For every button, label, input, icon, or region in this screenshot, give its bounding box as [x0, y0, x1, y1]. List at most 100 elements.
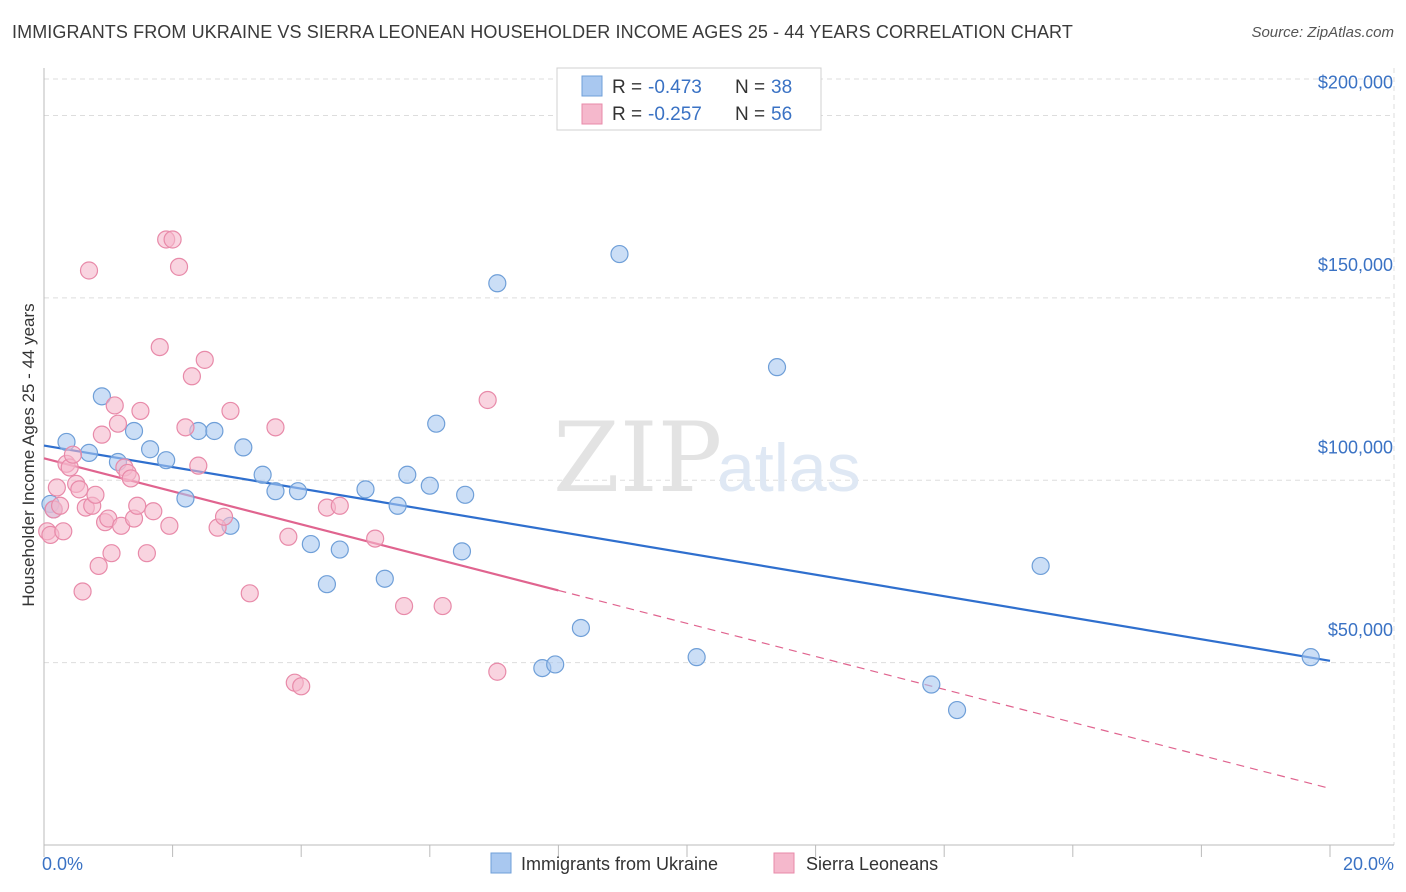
legend-r-value-sierra: -0.257	[648, 104, 702, 125]
point-sierra	[92, 425, 111, 444]
point-ukraine	[452, 542, 472, 561]
y-tick-labels: $50,000 $100,000 $150,000 $200,000	[1318, 73, 1393, 640]
point-sierra	[50, 496, 70, 515]
point-sierra	[131, 401, 150, 421]
point-sierra	[160, 516, 179, 535]
point-ukraine	[922, 675, 941, 694]
point-sierra	[163, 230, 182, 249]
point-ukraine	[288, 482, 308, 501]
series-legend: Immigrants from Ukraine Sierra Leoneans	[490, 852, 938, 874]
point-ukraine	[947, 700, 967, 720]
point-sierra	[195, 350, 214, 369]
watermark-atlas: atlas	[717, 430, 861, 506]
watermark: ZIP atlas	[553, 402, 861, 514]
point-ukraine	[456, 485, 475, 504]
point-ukraine	[176, 489, 195, 508]
y-tick-label: $150,000	[1318, 255, 1393, 275]
correlation-legend: R = -0.473 N = 38 R = -0.257 N = 56	[556, 67, 822, 131]
point-ukraine	[317, 575, 337, 594]
point-sierra	[182, 367, 201, 386]
point-ukraine	[266, 482, 285, 501]
legend-n-label-ukraine: N =	[735, 77, 765, 98]
point-sierra	[240, 584, 259, 603]
point-ukraine	[157, 451, 176, 470]
point-sierra	[176, 418, 195, 437]
point-sierra	[279, 527, 298, 546]
data-points	[38, 230, 1320, 720]
legend-n-value-ukraine: 38	[771, 77, 792, 98]
point-sierra	[86, 485, 105, 504]
watermark-zip: ZIP	[553, 402, 722, 514]
point-sierra	[128, 496, 147, 515]
point-sierra	[433, 596, 452, 616]
source-label: Source: ZipAtlas.com	[1251, 24, 1394, 41]
point-ukraine	[92, 387, 111, 406]
point-sierra	[169, 257, 189, 276]
point-sierra	[488, 662, 507, 681]
point-ukraine	[687, 648, 706, 667]
point-ukraine	[427, 414, 446, 433]
legend-swatch-ukraine	[581, 75, 603, 97]
point-ukraine	[767, 358, 787, 377]
point-sierra	[150, 338, 169, 357]
point-ukraine	[301, 534, 320, 554]
point-ukraine	[253, 465, 272, 484]
point-sierra	[102, 544, 121, 563]
point-ukraine	[388, 496, 407, 515]
trend-line-dashed-sierra	[558, 589, 1331, 790]
point-sierra	[330, 496, 349, 515]
bottom-legend-swatch-ukraine	[490, 852, 512, 874]
bottom-legend-swatch-sierra	[773, 852, 795, 874]
y-tick-label: $200,000	[1318, 73, 1393, 93]
point-sierra	[137, 544, 156, 563]
point-ukraine	[205, 421, 224, 441]
point-sierra	[89, 556, 108, 576]
legend-swatch-sierra	[581, 103, 603, 125]
point-ukraine	[79, 443, 99, 462]
y-tick-label: $50,000	[1328, 620, 1393, 640]
x-tick-labels: 0.0% 20.0%	[42, 854, 1394, 874]
point-ukraine	[375, 569, 394, 588]
point-ukraine	[488, 274, 507, 293]
bottom-legend-label-ukraine: Immigrants from Ukraine	[521, 854, 718, 874]
point-sierra	[54, 522, 73, 541]
point-ukraine	[140, 440, 160, 459]
point-ukraine	[571, 618, 591, 638]
legend-n-label-sierra: N =	[735, 104, 765, 125]
x-tick-label: 0.0%	[42, 854, 83, 874]
point-sierra	[366, 529, 385, 548]
point-sierra	[394, 596, 414, 616]
point-sierra	[266, 418, 285, 437]
legend-n-value-sierra: 56	[771, 104, 792, 125]
point-ukraine	[420, 476, 439, 495]
point-sierra	[108, 414, 128, 433]
bottom-legend-label-sierra: Sierra Leoneans	[806, 854, 938, 874]
point-ukraine	[398, 465, 417, 484]
point-sierra	[47, 478, 66, 497]
point-sierra	[292, 677, 311, 696]
point-sierra	[121, 469, 140, 488]
point-sierra	[189, 456, 208, 475]
point-sierra	[144, 502, 163, 521]
point-ukraine	[610, 244, 629, 264]
axes	[43, 68, 1394, 857]
point-sierra	[70, 480, 89, 499]
point-sierra	[478, 390, 497, 410]
point-ukraine	[1301, 648, 1320, 667]
point-ukraine	[124, 421, 144, 441]
point-sierra	[63, 445, 83, 464]
point-sierra	[214, 507, 234, 526]
y-axis-label: Householder Income Ages 25 - 44 years	[19, 303, 38, 606]
point-ukraine	[546, 655, 565, 674]
point-ukraine	[356, 480, 375, 499]
point-ukraine	[330, 540, 349, 559]
point-sierra	[73, 582, 92, 601]
legend-r-label-ukraine: R =	[612, 77, 642, 98]
point-ukraine	[1031, 556, 1050, 576]
point-sierra	[79, 261, 99, 280]
legend-r-label-sierra: R =	[612, 104, 642, 125]
point-ukraine	[234, 438, 253, 457]
y-tick-label: $100,000	[1318, 437, 1393, 457]
legend-r-value-ukraine: -0.473	[648, 77, 702, 98]
